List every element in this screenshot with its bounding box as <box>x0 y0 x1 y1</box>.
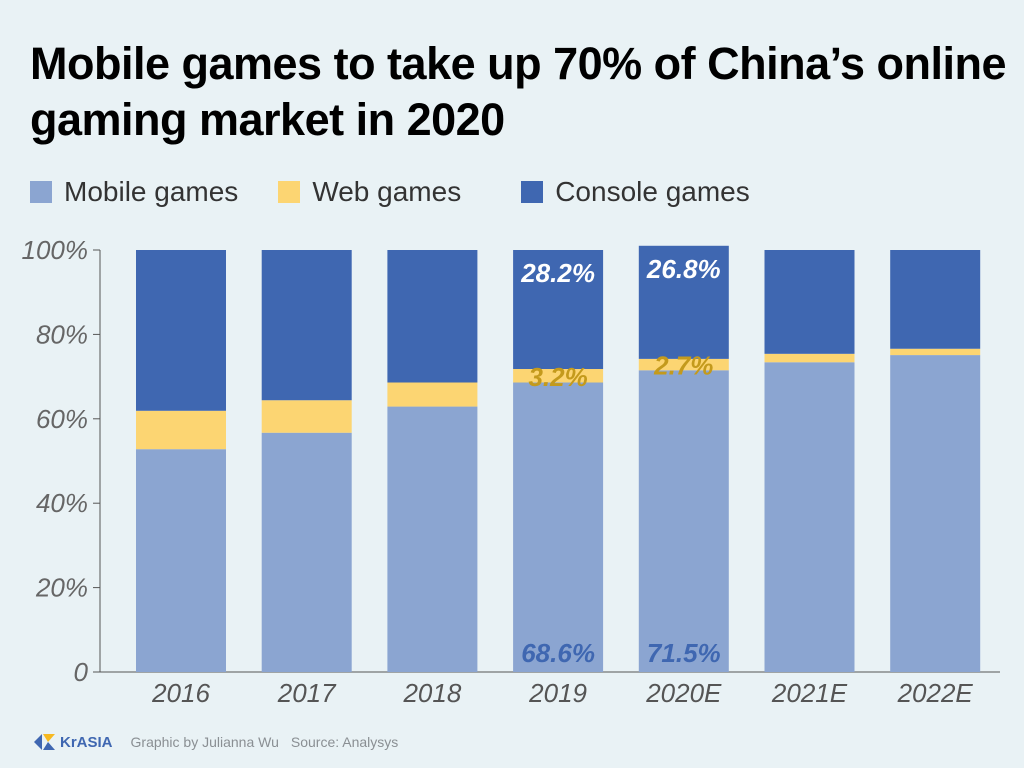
legend: Mobile games Web games Console games <box>30 176 790 208</box>
bar-segment-web <box>638 358 729 371</box>
bar-segment-web <box>890 348 981 356</box>
source: Source: Analysys <box>290 734 399 750</box>
data-label: 28.2% <box>520 258 595 288</box>
bar-segment-mobile <box>387 406 478 672</box>
bar-segment-mobile <box>513 382 604 672</box>
bar-segment-console <box>890 250 981 349</box>
legend-label: Web games <box>312 176 462 207</box>
bar-segment-mobile <box>764 362 855 672</box>
x-tick-label: 2018 <box>402 678 461 708</box>
legend-label: Console games <box>555 176 750 207</box>
legend-swatch-console <box>521 181 544 203</box>
y-tick-label: 0 <box>74 657 89 687</box>
data-label: 3.2% <box>528 362 587 392</box>
y-tick-label: 60% <box>36 404 88 434</box>
bar-segment-web <box>261 400 352 433</box>
legend-swatch-mobile <box>30 181 52 203</box>
legend-item-console: Console games <box>521 176 750 208</box>
y-tick-label: 40% <box>36 488 88 518</box>
krasia-logo: KrASIA <box>34 732 113 752</box>
bar-segment-console <box>638 245 729 359</box>
data-label: 2.7% <box>653 351 713 381</box>
krasia-logo-icon <box>34 734 55 750</box>
x-tick-label: 2021E <box>771 678 848 708</box>
credit: Graphic by Julianna Wu <box>130 734 279 750</box>
bar-segment-console <box>136 250 226 411</box>
data-label: 26.8% <box>646 254 721 284</box>
bar-segment-web <box>136 410 226 450</box>
x-tick-label: 2022E <box>897 678 974 708</box>
data-label: 68.6% <box>521 638 595 668</box>
x-tick-label: 2019 <box>528 678 587 708</box>
legend-swatch-web <box>278 181 301 203</box>
bar-segment-mobile <box>890 355 981 672</box>
x-tick-label: 2016 <box>151 678 210 708</box>
y-tick-label: 80% <box>36 319 88 349</box>
data-label: 71.5% <box>647 638 721 668</box>
bar-segment-mobile <box>638 370 729 672</box>
legend-item-web: Web games <box>278 176 461 208</box>
bar-segment-console <box>513 250 604 370</box>
y-tick-label: 20% <box>35 573 88 603</box>
y-tick-label: 100% <box>22 235 89 265</box>
bar-segment-web <box>513 369 604 383</box>
bar-segment-mobile <box>261 432 352 672</box>
x-tick-label: 2020E <box>645 678 722 708</box>
footer: KrASIA Graphic by Julianna Wu Source: An… <box>34 732 398 752</box>
bar-segment-console <box>764 250 855 354</box>
bar-segment-web <box>764 353 855 363</box>
legend-label: Mobile games <box>64 176 239 207</box>
bar-segment-mobile <box>136 449 226 672</box>
x-tick-label: 2017 <box>277 678 337 708</box>
bar-segment-web <box>387 382 478 407</box>
chart-title: Mobile games to take up 70% of China’s o… <box>30 38 1007 145</box>
bar-segment-console <box>387 250 478 383</box>
bar-segment-console <box>261 250 352 401</box>
legend-item-mobile: Mobile games <box>30 176 238 208</box>
logo-text: KrASIA <box>60 733 113 751</box>
